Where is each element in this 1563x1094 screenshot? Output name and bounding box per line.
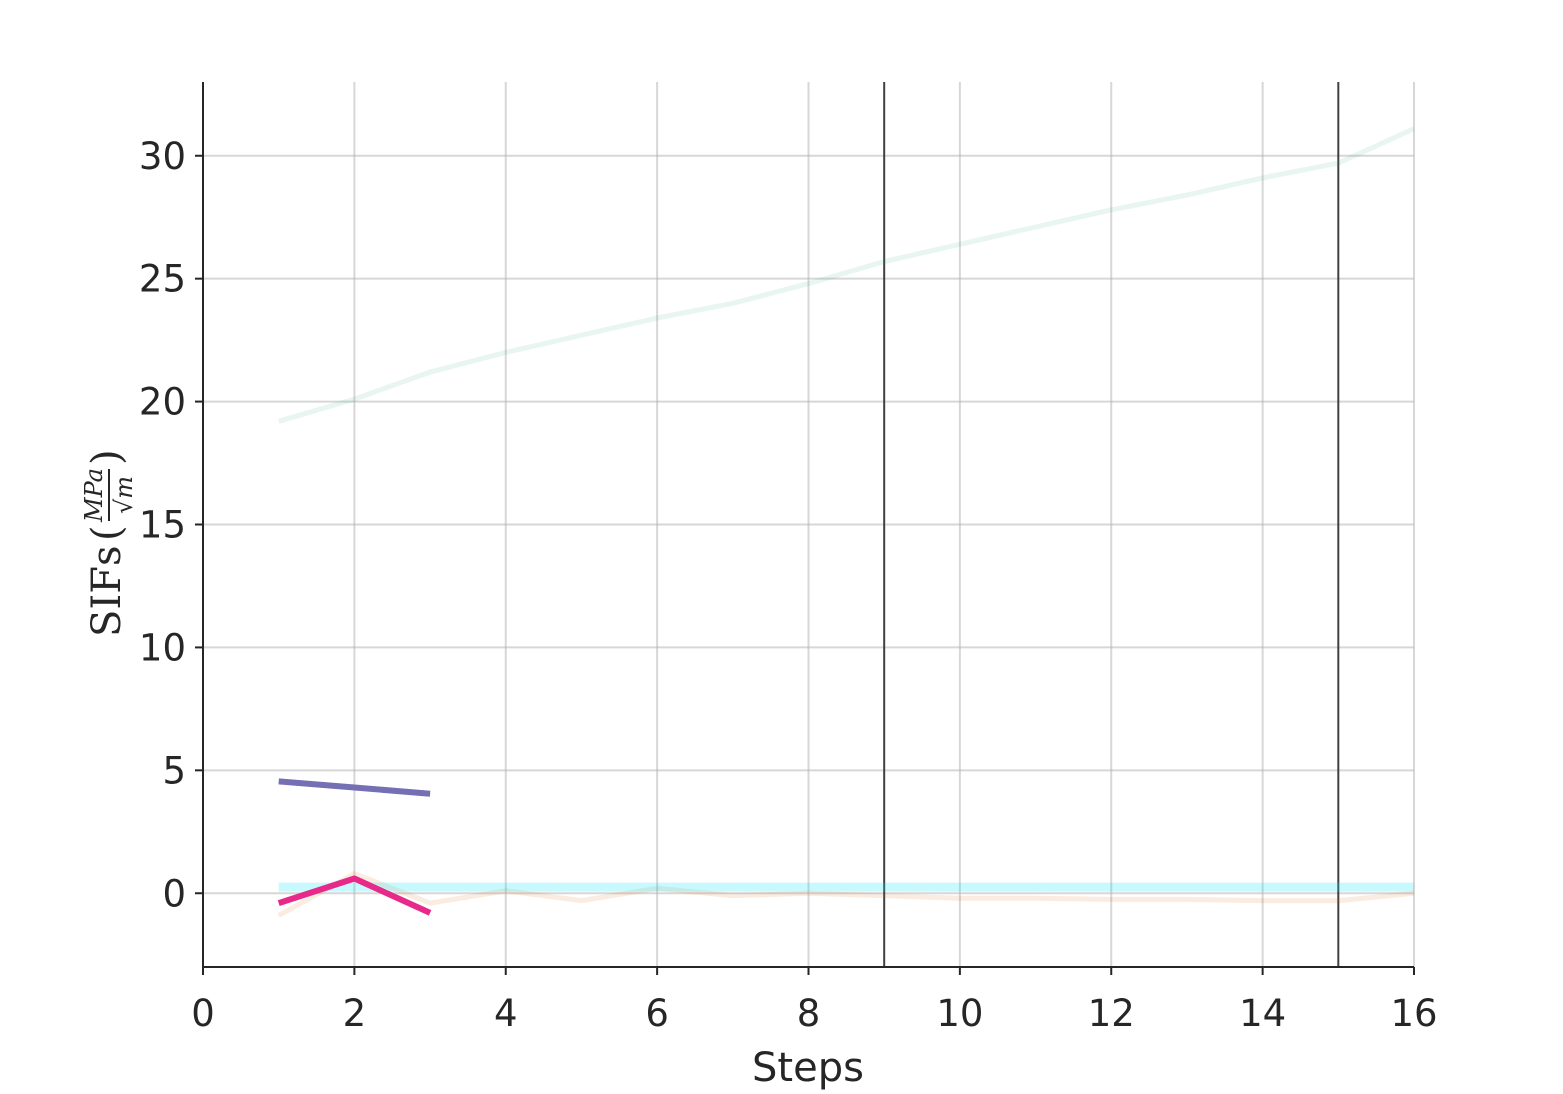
y-tick-label: 20 [139, 381, 186, 424]
vertical-markers [883, 82, 1340, 967]
x-tick-label: 12 [1088, 992, 1135, 1035]
x-tick-label: 6 [645, 992, 669, 1035]
y-tick-label: 10 [139, 626, 186, 669]
x-ticks: 0 2 4 6 8 10 12 14 16 [191, 967, 1438, 1035]
series-line-1 [277, 126, 1416, 424]
series-lines [277, 126, 1416, 918]
y-axis-label-open-paren: ( [84, 525, 130, 541]
x-axis-label: Steps [752, 1045, 864, 1091]
series-line-4 [278, 778, 431, 797]
y-axis-label-numerator: MPa [80, 468, 108, 523]
y-tick-label: 25 [139, 258, 186, 301]
series-line-5 [277, 875, 432, 916]
x-tick-label: 16 [1390, 992, 1437, 1035]
y-axis-label-close-paren: ) [84, 449, 130, 465]
y-axis-label-denominator: √m [110, 476, 138, 514]
y-axis-label: SIFs ( MPa √m ) [80, 449, 138, 637]
y-tick-label: 5 [162, 749, 186, 792]
y-ticks: 0 5 10 15 20 25 30 [139, 135, 203, 915]
x-tick-label: 14 [1239, 992, 1286, 1035]
x-tick-label: 4 [494, 992, 518, 1035]
series-line-2 [277, 871, 1415, 918]
x-tick-label: 2 [343, 992, 367, 1035]
y-tick-label: 15 [139, 504, 186, 547]
x-tick-label: 8 [797, 992, 821, 1035]
y-tick-label: 0 [162, 872, 186, 915]
x-tick-label: 0 [191, 992, 215, 1035]
y-tick-label: 30 [139, 135, 186, 178]
x-tick-label: 10 [936, 992, 983, 1035]
y-axis-label-prefix: SIFs [84, 546, 130, 637]
grid [203, 82, 1415, 967]
